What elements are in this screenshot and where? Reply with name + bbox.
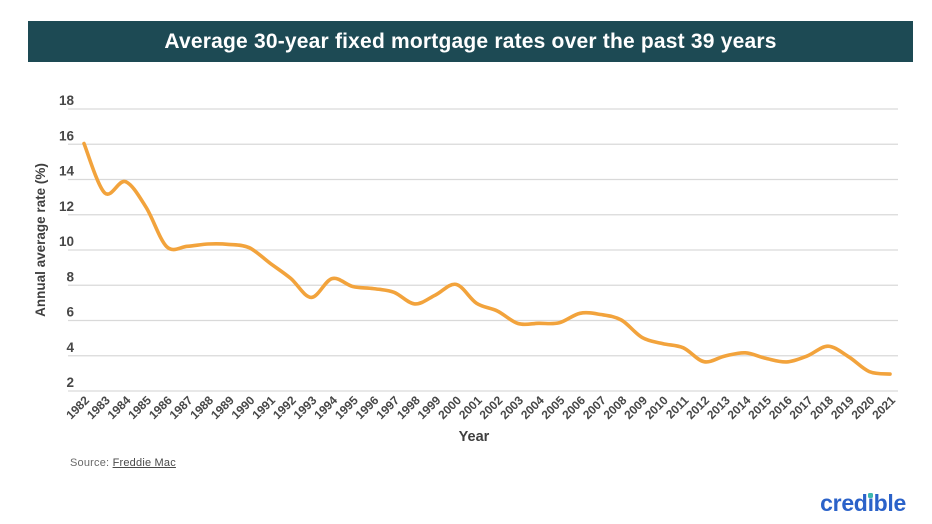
logo-letter-i: ı xyxy=(867,490,874,516)
credible-logo: credı ble xyxy=(820,492,906,515)
y-tick-label: 12 xyxy=(59,199,74,214)
source-link-freddie-mac[interactable]: Freddie Mac xyxy=(112,457,176,469)
y-tick-label: 10 xyxy=(59,234,74,249)
y-tick-label: 16 xyxy=(59,128,75,143)
chart-title-banner: Average 30-year fixed mortgage rates ove… xyxy=(28,21,913,62)
y-tick-label: 14 xyxy=(59,164,75,179)
y-tick-label: 6 xyxy=(66,305,74,320)
logo-i-dot-icon xyxy=(868,492,874,498)
y-tick-label: 8 xyxy=(66,269,74,284)
y-tick-label: 18 xyxy=(59,93,75,108)
chart-title: Average 30-year fixed mortgage rates ove… xyxy=(164,29,777,53)
logo-text-before-i: cred xyxy=(820,490,868,516)
y-axis-title: Annual average rate (%) xyxy=(33,163,48,317)
x-axis-title: Year xyxy=(459,429,490,445)
x-tick-label: 2021 xyxy=(869,393,898,422)
logo-text-after-i: ble xyxy=(873,490,907,516)
source-label: Source: xyxy=(70,457,110,469)
mortgage-rate-line-chart: 2468101214161819821983198419851986198719… xyxy=(33,93,898,445)
source-note: Source: Freddie Mac xyxy=(70,457,176,469)
y-tick-label: 4 xyxy=(66,340,74,355)
rate-line xyxy=(82,141,892,376)
y-tick-label: 2 xyxy=(66,375,74,390)
